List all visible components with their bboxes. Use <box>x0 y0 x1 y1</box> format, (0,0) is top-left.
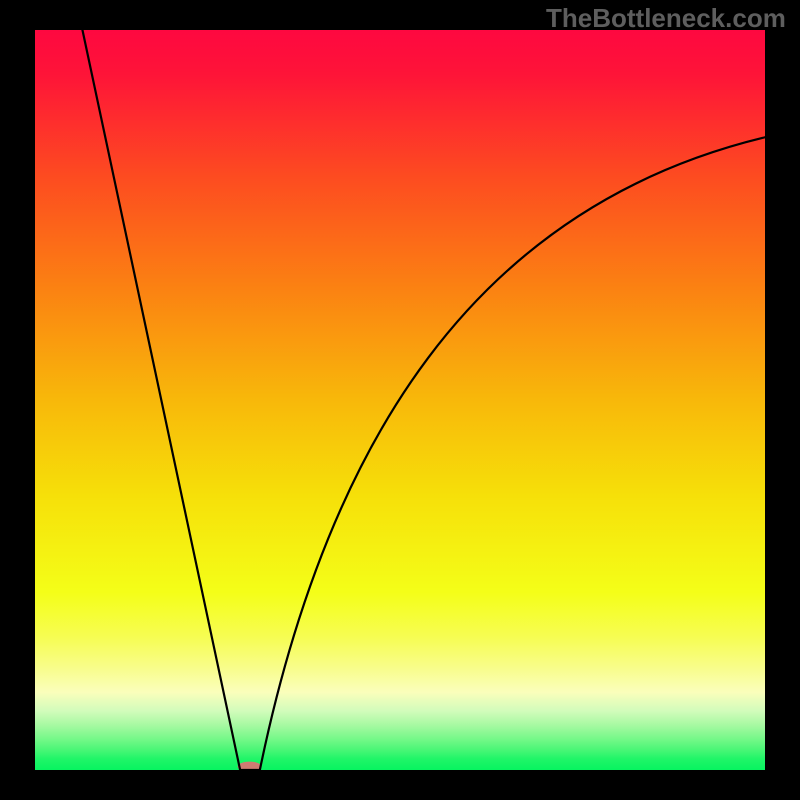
curve-layer <box>35 30 765 770</box>
valley-marker <box>238 762 262 770</box>
plot-area <box>35 30 765 770</box>
bottleneck-curve <box>82 30 765 770</box>
watermark-text: TheBottleneck.com <box>546 3 786 34</box>
chart-container: TheBottleneck.com <box>0 0 800 800</box>
